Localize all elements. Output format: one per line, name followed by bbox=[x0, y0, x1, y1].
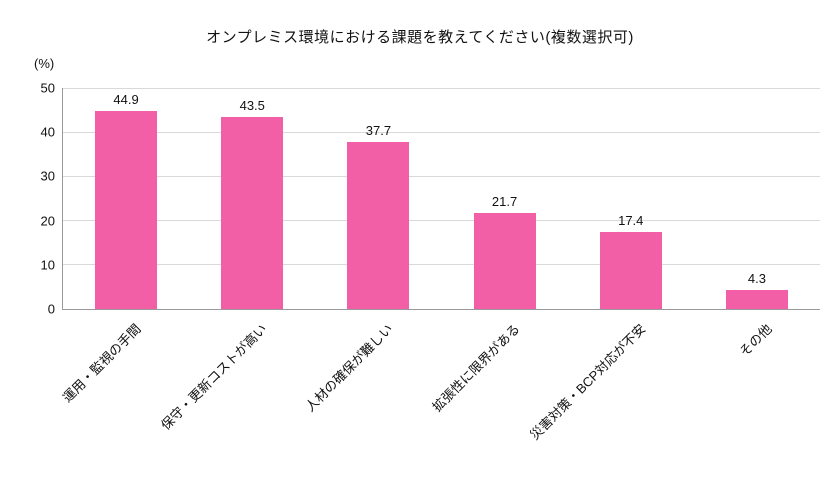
bar-value-label: 44.9 bbox=[113, 91, 139, 107]
gridline bbox=[63, 220, 820, 222]
y-tick-label: 50 bbox=[40, 80, 55, 96]
y-tick-label: 20 bbox=[40, 213, 55, 229]
bar-value-label: 17.4 bbox=[618, 213, 644, 229]
y-axis-unit-label: (%) bbox=[34, 56, 55, 71]
gridline bbox=[63, 87, 820, 89]
bar-1 bbox=[221, 116, 284, 309]
bar-3 bbox=[473, 213, 536, 309]
x-category-label: 拡張性に限界がある bbox=[428, 321, 523, 415]
x-category-label: 人材の確保が難しい bbox=[302, 321, 397, 415]
x-category-label: その他 bbox=[736, 321, 775, 360]
bar-value-label: 37.7 bbox=[365, 123, 392, 139]
gridline bbox=[63, 131, 820, 133]
bar-value-label: 4.3 bbox=[747, 270, 766, 286]
gridline bbox=[63, 264, 820, 266]
x-category-label: 保守・更新コストが高い bbox=[158, 321, 270, 433]
chart-title: オンプレミス環境における課題を教えてください(複数選択可) bbox=[206, 29, 634, 46]
plot-area: 0 10 20 30 40 50 44.9 運用・監視の手間 43.5 保守・更新コストが高い 37… bbox=[41, 81, 820, 443]
y-tick-label: 0 bbox=[47, 301, 55, 317]
x-category-label: 災害対策・BCP対応が不安 bbox=[527, 321, 649, 443]
y-tick-label: 30 bbox=[40, 168, 55, 184]
bar-0 bbox=[95, 110, 158, 309]
x-category-label: 運用・監視の手間 bbox=[59, 321, 144, 406]
bar-5 bbox=[725, 290, 788, 309]
bar-value-label: 21.7 bbox=[491, 194, 518, 210]
bar-2 bbox=[347, 142, 410, 309]
bar-value-label: 43.5 bbox=[239, 97, 265, 113]
bar-4 bbox=[599, 232, 662, 309]
gridline bbox=[63, 175, 820, 177]
y-tick-label: 10 bbox=[40, 257, 55, 273]
y-tick-label: 40 bbox=[40, 124, 55, 140]
